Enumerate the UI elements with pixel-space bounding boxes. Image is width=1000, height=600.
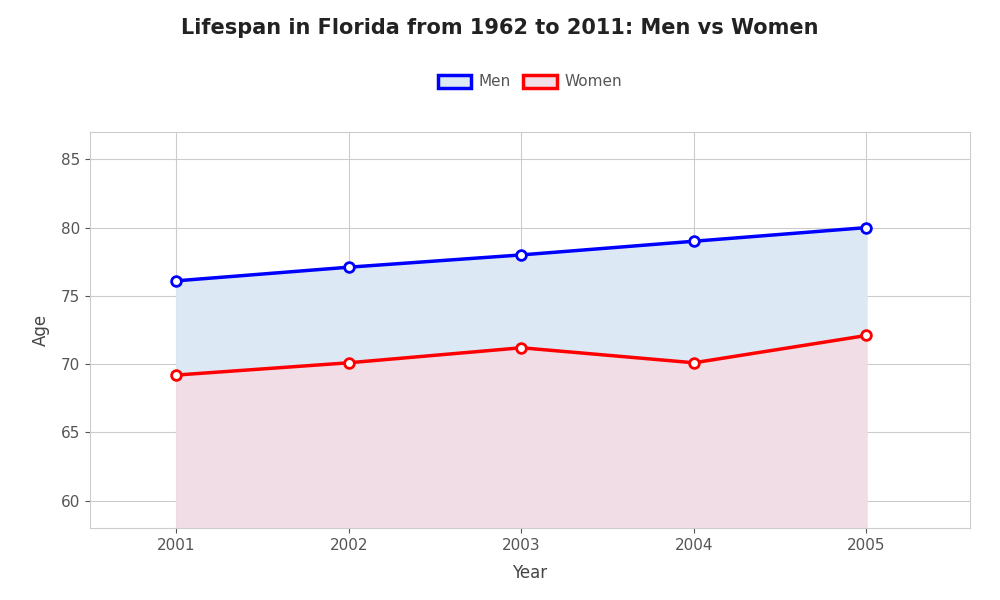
- Text: Lifespan in Florida from 1962 to 2011: Men vs Women: Lifespan in Florida from 1962 to 2011: M…: [181, 18, 819, 38]
- X-axis label: Year: Year: [512, 564, 548, 582]
- Legend: Men, Women: Men, Women: [432, 68, 628, 95]
- Y-axis label: Age: Age: [32, 314, 50, 346]
